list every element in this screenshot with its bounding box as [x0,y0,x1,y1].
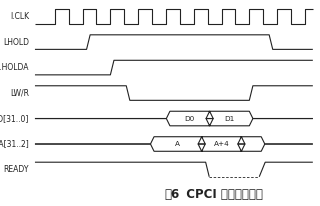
Text: READY: READY [4,165,29,174]
Text: 图6: 图6 [164,188,179,201]
Text: I.CLK: I.CLK [10,12,29,21]
Text: LD[31..0]: LD[31..0] [0,114,29,123]
Text: LHOLD: LHOLD [3,38,29,47]
Text: I.HOLDA: I.HOLDA [0,63,29,72]
Text: A+4: A+4 [214,141,229,147]
Text: D1: D1 [224,116,235,122]
Text: D0: D0 [185,116,195,122]
Text: LW/R: LW/R [10,89,29,98]
Text: CPCI 接口主要时序: CPCI 接口主要时序 [178,188,263,201]
Text: LA[31..2]: LA[31..2] [0,139,29,149]
Text: A: A [175,141,180,147]
